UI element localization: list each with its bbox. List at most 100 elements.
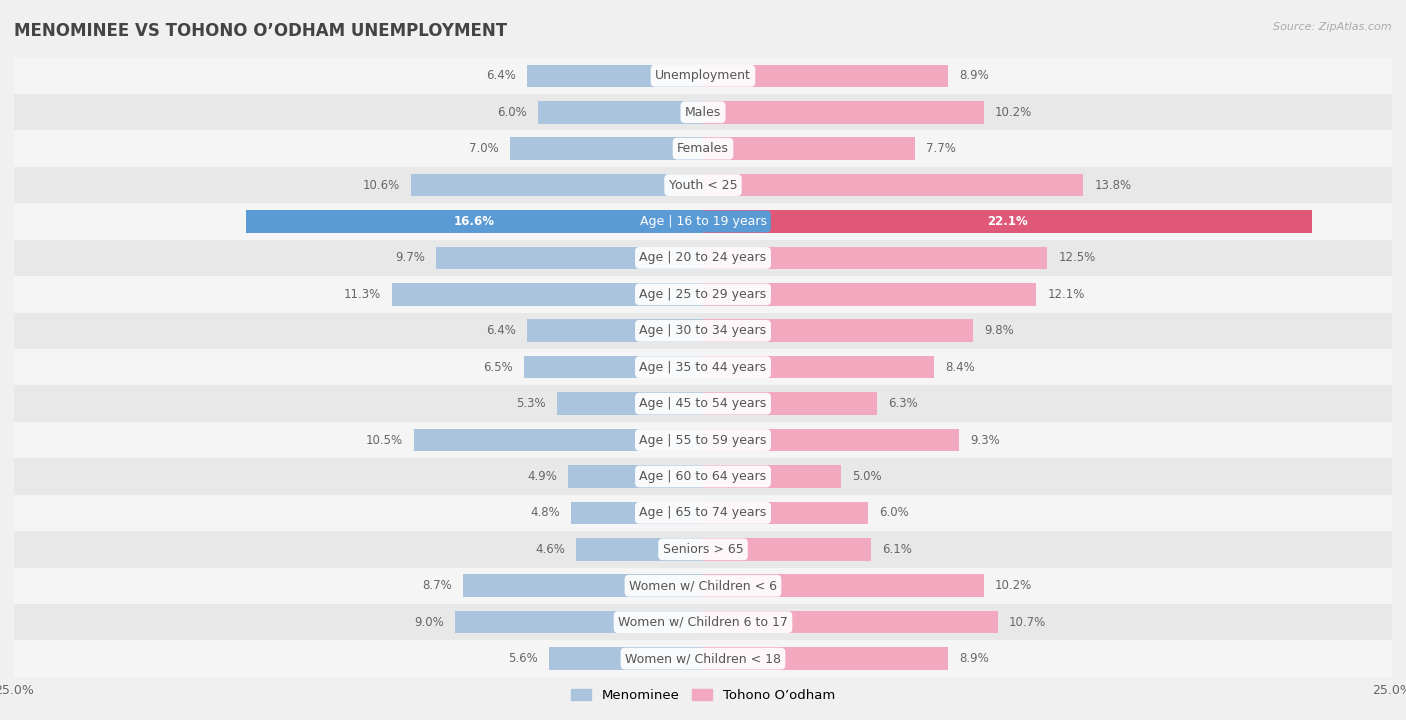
Bar (576, 538, 703, 561)
Text: 9.8%: 9.8% (984, 324, 1014, 337)
Text: Age | 65 to 74 years: Age | 65 to 74 years (640, 506, 766, 519)
Bar (14, 567, 1392, 604)
Text: Age | 20 to 24 years: Age | 20 to 24 years (640, 251, 766, 264)
Text: Age | 25 to 29 years: Age | 25 to 29 years (640, 288, 766, 301)
Bar (537, 101, 703, 124)
Bar (703, 247, 1047, 269)
Bar (246, 210, 703, 233)
Text: 10.2%: 10.2% (995, 580, 1032, 593)
Text: Youth < 25: Youth < 25 (669, 179, 737, 192)
Text: 6.0%: 6.0% (879, 506, 910, 519)
Text: 10.5%: 10.5% (366, 433, 402, 446)
Text: Age | 55 to 59 years: Age | 55 to 59 years (640, 433, 766, 446)
Text: 5.0%: 5.0% (852, 470, 882, 483)
Bar (14, 385, 1392, 422)
Bar (14, 531, 1392, 567)
Bar (463, 575, 703, 597)
Bar (703, 575, 984, 597)
Text: 9.7%: 9.7% (395, 251, 425, 264)
Bar (703, 538, 872, 561)
Text: 8.7%: 8.7% (422, 580, 453, 593)
Text: 8.9%: 8.9% (959, 652, 988, 665)
Bar (703, 392, 876, 415)
Text: 10.7%: 10.7% (1010, 616, 1046, 629)
Bar (703, 283, 1036, 306)
Bar (703, 356, 935, 379)
Text: 9.3%: 9.3% (970, 433, 1000, 446)
Text: 12.5%: 12.5% (1059, 251, 1095, 264)
Bar (571, 502, 703, 524)
Text: 4.9%: 4.9% (527, 470, 557, 483)
Text: Age | 60 to 64 years: Age | 60 to 64 years (640, 470, 766, 483)
Bar (548, 647, 703, 670)
Text: Age | 30 to 34 years: Age | 30 to 34 years (640, 324, 766, 337)
Text: 10.2%: 10.2% (995, 106, 1032, 119)
Bar (456, 611, 703, 634)
Text: 11.3%: 11.3% (343, 288, 381, 301)
Bar (436, 247, 703, 269)
Text: 12.1%: 12.1% (1047, 288, 1085, 301)
Text: Seniors > 65: Seniors > 65 (662, 543, 744, 556)
Bar (14, 604, 1392, 640)
Bar (14, 240, 1392, 276)
Text: 6.0%: 6.0% (496, 106, 527, 119)
Text: 6.4%: 6.4% (485, 69, 516, 82)
Bar (14, 458, 1392, 495)
Text: Age | 35 to 44 years: Age | 35 to 44 years (640, 361, 766, 374)
Bar (703, 174, 1083, 197)
Legend: Menominee, Tohono O’odham: Menominee, Tohono O’odham (565, 683, 841, 707)
Text: Males: Males (685, 106, 721, 119)
Text: Women w/ Children 6 to 17: Women w/ Children 6 to 17 (619, 616, 787, 629)
Bar (14, 349, 1392, 385)
Bar (14, 58, 1392, 94)
Bar (392, 283, 703, 306)
Bar (14, 276, 1392, 312)
Text: 9.0%: 9.0% (415, 616, 444, 629)
Bar (411, 174, 703, 197)
Text: 8.4%: 8.4% (945, 361, 976, 374)
Text: 7.7%: 7.7% (927, 142, 956, 155)
Bar (703, 65, 948, 87)
Text: 10.6%: 10.6% (363, 179, 399, 192)
Bar (14, 94, 1392, 130)
Bar (14, 167, 1392, 203)
Bar (703, 465, 841, 487)
Bar (703, 502, 869, 524)
Text: 6.4%: 6.4% (485, 324, 516, 337)
Text: 6.5%: 6.5% (484, 361, 513, 374)
Bar (14, 130, 1392, 167)
Text: 4.6%: 4.6% (536, 543, 565, 556)
Text: 22.1%: 22.1% (987, 215, 1028, 228)
Bar (703, 138, 915, 160)
Text: 4.8%: 4.8% (530, 506, 560, 519)
Bar (568, 465, 703, 487)
Bar (510, 138, 703, 160)
Text: 7.0%: 7.0% (470, 142, 499, 155)
Bar (703, 101, 984, 124)
Bar (703, 320, 973, 342)
Text: Women w/ Children < 18: Women w/ Children < 18 (626, 652, 780, 665)
Text: 16.6%: 16.6% (454, 215, 495, 228)
Text: 6.1%: 6.1% (882, 543, 912, 556)
Text: 13.8%: 13.8% (1094, 179, 1132, 192)
Text: Unemployment: Unemployment (655, 69, 751, 82)
Bar (703, 647, 948, 670)
Bar (557, 392, 703, 415)
Text: 8.9%: 8.9% (959, 69, 988, 82)
Bar (527, 320, 703, 342)
Bar (14, 312, 1392, 349)
Bar (14, 203, 1392, 240)
Bar (14, 640, 1392, 677)
Bar (527, 65, 703, 87)
Bar (413, 428, 703, 451)
Bar (703, 611, 998, 634)
Bar (703, 428, 959, 451)
Bar (524, 356, 703, 379)
Text: Source: ZipAtlas.com: Source: ZipAtlas.com (1274, 22, 1392, 32)
Text: Age | 16 to 19 years: Age | 16 to 19 years (640, 215, 766, 228)
Bar (703, 210, 1312, 233)
Text: MENOMINEE VS TOHONO O’ODHAM UNEMPLOYMENT: MENOMINEE VS TOHONO O’ODHAM UNEMPLOYMENT (14, 22, 508, 40)
Text: Age | 45 to 54 years: Age | 45 to 54 years (640, 397, 766, 410)
Text: Females: Females (678, 142, 728, 155)
Bar (14, 422, 1392, 458)
